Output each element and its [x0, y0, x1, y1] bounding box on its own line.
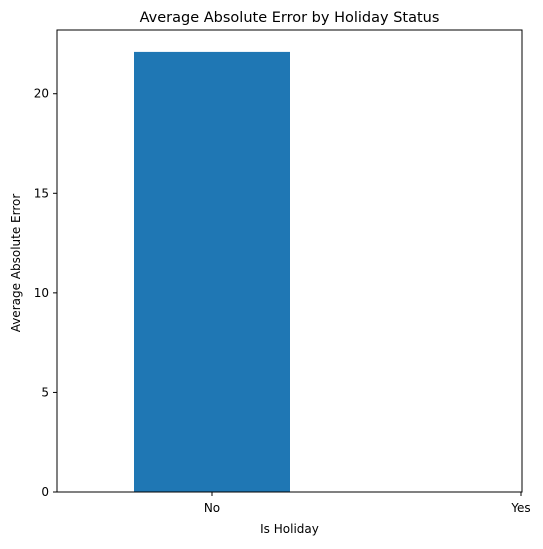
- y-tick-label: 5: [41, 385, 49, 399]
- x-tick-label-yes: Yes: [510, 501, 530, 515]
- x-axis-label: Is Holiday: [260, 522, 319, 536]
- y-tick-label: 10: [34, 286, 49, 300]
- y-tick-label: 0: [41, 485, 49, 499]
- x-tick-label-no: No: [204, 501, 220, 515]
- plot-frame: [56, 29, 523, 493]
- y-tick-label: 20: [34, 87, 49, 101]
- y-tick-label: 15: [34, 186, 49, 200]
- chart-title: Average Absolute Error by Holiday Status: [140, 10, 440, 26]
- bar-no: [134, 51, 290, 492]
- plot-area: 0 5 10 15 20 No Yes: [34, 29, 531, 515]
- y-axis-label: Average Absolute Error: [9, 194, 23, 333]
